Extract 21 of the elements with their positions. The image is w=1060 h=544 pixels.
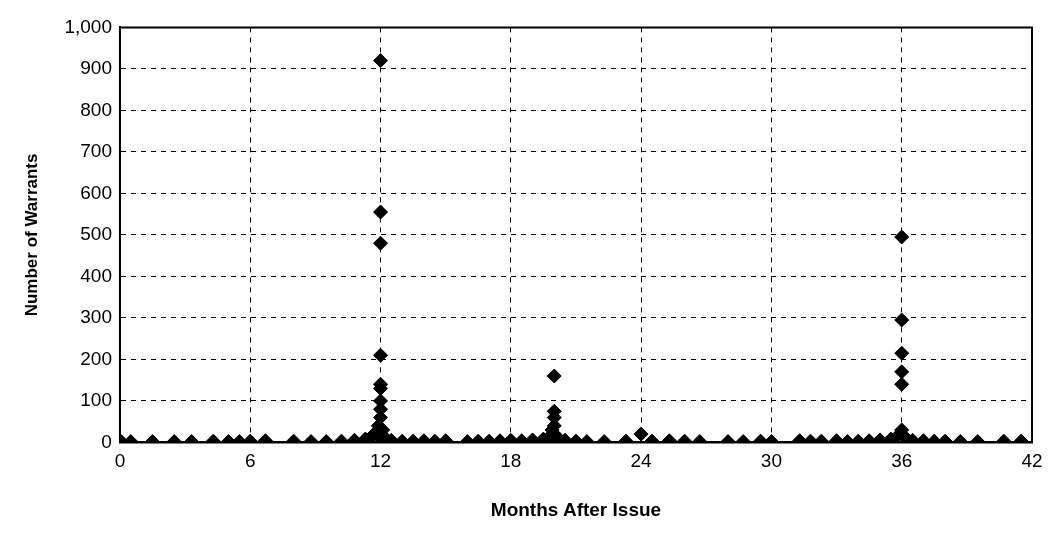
x-tick-label: 18 bbox=[500, 450, 522, 472]
y-tick-label: 100 bbox=[80, 389, 112, 411]
x-tick-label: 12 bbox=[369, 450, 392, 472]
y-tick-label: 600 bbox=[80, 181, 112, 203]
y-tick-label: 900 bbox=[80, 57, 112, 79]
y-tick-label: 200 bbox=[80, 347, 112, 369]
y-tick-label: 700 bbox=[80, 140, 112, 162]
x-tick-label: 30 bbox=[760, 450, 782, 472]
x-tick-label: 0 bbox=[114, 450, 126, 472]
x-tick-label: 42 bbox=[1021, 450, 1043, 472]
x-axis-title: Months After Issue bbox=[490, 498, 662, 520]
y-tick-label: 500 bbox=[80, 223, 112, 245]
y-tick-label: 1,000 bbox=[64, 15, 112, 37]
y-axis-title: Number of Warrants bbox=[21, 153, 41, 317]
y-tick-label: 300 bbox=[80, 306, 112, 328]
y-tick-label: 400 bbox=[80, 264, 112, 286]
x-tick-label: 24 bbox=[630, 450, 653, 472]
x-tick-label: 6 bbox=[244, 450, 256, 472]
x-tick-label: 36 bbox=[891, 450, 913, 472]
y-tick-label: 0 bbox=[101, 430, 112, 452]
y-tick-label: 800 bbox=[80, 98, 112, 120]
